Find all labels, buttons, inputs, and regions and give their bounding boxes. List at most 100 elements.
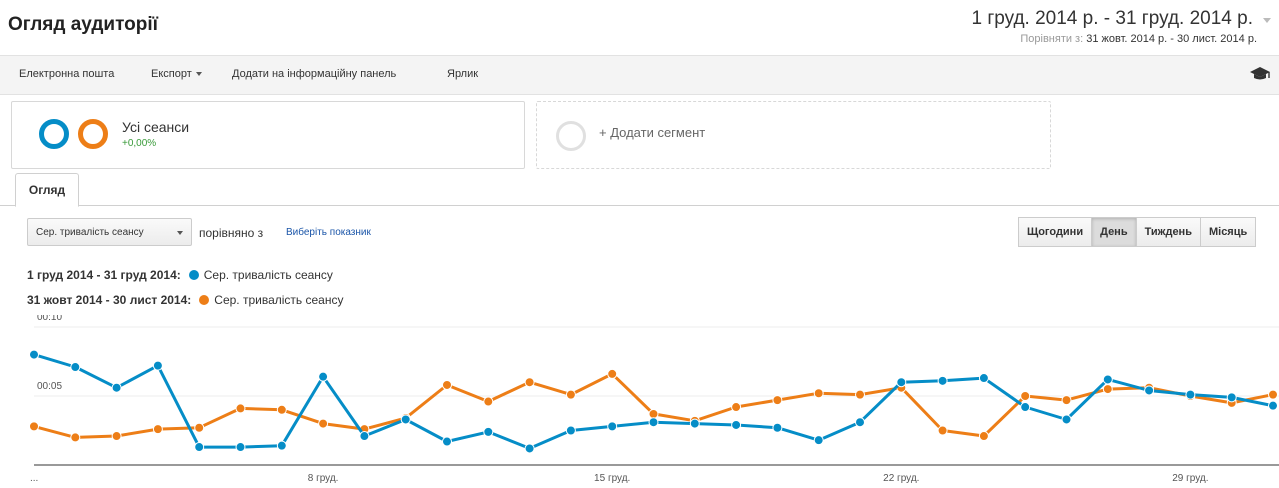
add-segment-label: + Додати сегмент xyxy=(599,125,706,140)
data-point xyxy=(896,377,907,388)
tab-overview[interactable]: Огляд xyxy=(15,173,79,207)
data-point xyxy=(855,389,865,400)
data-point xyxy=(70,432,81,443)
data-point xyxy=(648,408,659,419)
data-point xyxy=(1268,400,1278,411)
data-point xyxy=(29,421,39,432)
date-range-picker[interactable]: 1 груд. 2014 р. - 31 груд. 2014 р. xyxy=(971,8,1253,29)
legend-compare-dot-icon xyxy=(199,295,210,305)
y-tick-label: 00:05 xyxy=(37,381,62,392)
email-button[interactable]: Електронна пошта xyxy=(19,68,115,80)
granularity-month-button[interactable]: Місяць xyxy=(1199,217,1257,247)
data-point xyxy=(1102,384,1113,395)
data-point xyxy=(1268,389,1278,400)
series-line xyxy=(33,353,1274,450)
data-point xyxy=(1061,395,1072,406)
data-point xyxy=(318,418,329,429)
add-to-dashboard-button[interactable]: Додати на інформаційну панель xyxy=(232,68,397,80)
data-point xyxy=(772,422,783,433)
caret-down-icon xyxy=(195,72,202,77)
data-point xyxy=(442,379,452,390)
graduation-cap-icon[interactable] xyxy=(1249,66,1271,82)
choose-metric-link[interactable]: Виберіть показник xyxy=(286,227,371,238)
export-label: Експорт xyxy=(151,68,192,80)
data-point xyxy=(565,389,576,400)
session-duration-chart: 00:10 00:05... 8 груд. 15 груд. 22 груд. 29 г… xyxy=(29,315,1279,484)
legend-primary-metric: Сер. тривалість сеансу xyxy=(203,268,333,282)
chevron-down-icon xyxy=(177,231,183,235)
data-point xyxy=(483,426,494,437)
shortcut-button[interactable]: Ярлик xyxy=(447,68,479,80)
granularity-toggle: Щогодини День Тиждень Місяць xyxy=(1018,217,1257,247)
data-point xyxy=(1020,391,1031,401)
compare-label: Порівняти з: xyxy=(1020,33,1084,45)
x-tick-label: 15 груд. xyxy=(594,473,630,484)
legend-primary-dot-icon xyxy=(188,270,199,280)
metric-dropdown-label: Сер. тривалість сеансу xyxy=(36,227,144,238)
data-point xyxy=(111,431,122,442)
add-segment-button[interactable]: + Додати сегмент xyxy=(536,101,1051,169)
data-point xyxy=(276,404,287,415)
data-point xyxy=(194,442,205,453)
legend-compare: 31 жовт 2014 - 30 лист 2014: Сер. тривалі… xyxy=(27,293,343,307)
data-point xyxy=(152,424,163,435)
empty-segment-circle-icon xyxy=(556,121,586,151)
legend-compare-metric: Сер. тривалість сеансу xyxy=(214,293,344,307)
compare-range: Порівняти з: 31 жовт. 2014 р. - 30 лист.… xyxy=(1020,33,1257,45)
data-point xyxy=(400,414,411,425)
x-tick-label: 29 груд. xyxy=(1172,473,1208,484)
x-tick-label: ... xyxy=(30,473,38,484)
granularity-day-button[interactable]: День xyxy=(1091,217,1137,247)
compare-range-value: 31 жовт. 2014 р. - 30 лист. 2014 р. xyxy=(1086,33,1257,45)
segment-delta: +0,00% xyxy=(122,138,157,149)
data-point xyxy=(565,425,576,436)
data-point xyxy=(978,431,989,442)
data-point xyxy=(937,375,948,386)
data-point xyxy=(772,395,783,406)
tab-divider xyxy=(0,205,1279,206)
data-point xyxy=(648,417,659,428)
chevron-down-icon[interactable] xyxy=(1263,18,1271,23)
data-point xyxy=(483,396,494,407)
segment-compare-circle-icon xyxy=(78,119,108,149)
legend-primary-range: 1 груд 2014 - 31 груд 2014: xyxy=(27,268,181,282)
segment-label: Усі сеанси xyxy=(122,119,190,135)
data-point xyxy=(813,388,824,399)
data-point xyxy=(1185,389,1196,400)
legend-compare-range: 31 жовт 2014 - 30 лист 2014: xyxy=(27,293,192,307)
data-point xyxy=(813,435,824,446)
segment-all-sessions[interactable]: Усі сеанси +0,00% xyxy=(11,101,525,169)
data-point xyxy=(152,360,163,371)
data-point xyxy=(524,377,535,388)
data-point xyxy=(689,418,700,429)
report-toolbar: Електронна пошта Експорт Додати на інфор… xyxy=(0,55,1279,95)
data-point xyxy=(29,349,39,360)
data-point xyxy=(607,421,618,432)
x-tick-label: 22 груд. xyxy=(883,473,919,484)
x-tick-label: 8 груд. xyxy=(308,473,339,484)
data-point xyxy=(1226,392,1237,403)
data-point xyxy=(978,373,989,384)
granularity-hourly-button[interactable]: Щогодини xyxy=(1018,217,1093,247)
export-button[interactable]: Експорт xyxy=(151,68,202,80)
data-point xyxy=(607,368,618,379)
data-point xyxy=(1144,385,1155,396)
data-point xyxy=(1061,414,1072,425)
data-point xyxy=(194,422,205,433)
compared-with-label: порівняно з xyxy=(199,226,264,240)
data-point xyxy=(318,371,329,382)
data-point xyxy=(855,417,865,428)
data-point xyxy=(442,436,452,447)
series-line xyxy=(33,372,1274,439)
y-tick-label: 00:10 xyxy=(37,315,62,323)
segment-color-circle-icon xyxy=(39,119,69,149)
data-point xyxy=(276,440,287,451)
data-point xyxy=(359,431,370,442)
metric-dropdown[interactable]: Сер. тривалість сеансу xyxy=(27,218,192,246)
page-title: Огляд аудиторії xyxy=(8,14,159,35)
data-point xyxy=(1102,374,1113,385)
data-point xyxy=(731,419,742,430)
granularity-week-button[interactable]: Тиждень xyxy=(1135,217,1201,247)
legend-primary: 1 груд 2014 - 31 груд 2014: Сер. триваліс… xyxy=(27,268,333,282)
data-point xyxy=(524,443,535,454)
